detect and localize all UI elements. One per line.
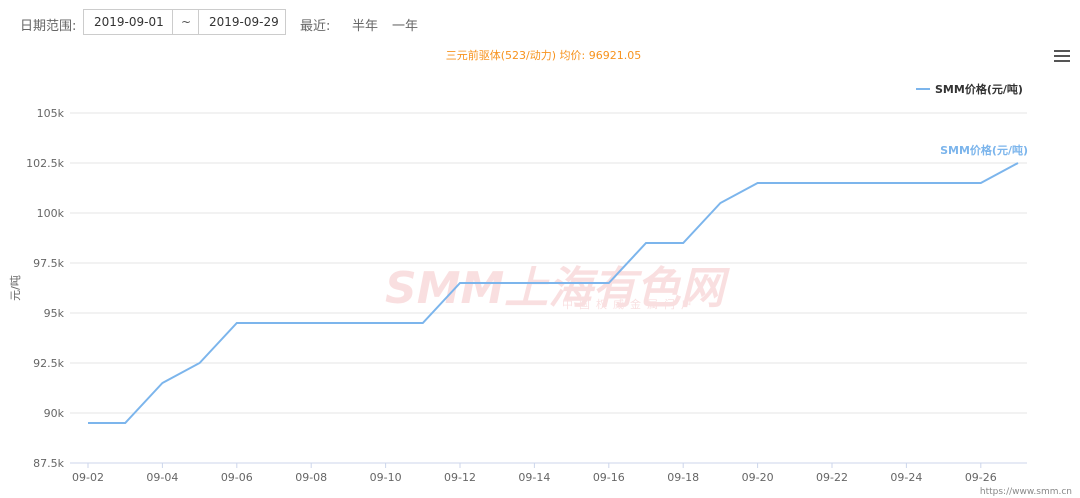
recent-label: 最近: bbox=[300, 19, 331, 34]
end-date-input[interactable]: 2019-09-29 bbox=[198, 9, 286, 35]
smm-watermark: SMM上海有色网 中国权威金属门户 bbox=[385, 263, 730, 314]
x-tick-label: 09-20 bbox=[742, 471, 774, 484]
series-line bbox=[88, 162, 1019, 424]
x-tick-label: 09-06 bbox=[221, 471, 253, 484]
x-tick-label: 09-04 bbox=[146, 471, 178, 484]
y-tick-label: 97.5k bbox=[33, 257, 64, 270]
half-year-link[interactable]: 半年 bbox=[352, 19, 379, 34]
y-tick-label: 90k bbox=[44, 407, 65, 420]
y-tick-label: 105k bbox=[37, 107, 65, 120]
x-tick-label: 09-14 bbox=[518, 471, 550, 484]
date-separator: ~ bbox=[173, 9, 199, 35]
watermark-logo: SMM上海有色网 bbox=[385, 263, 730, 314]
y-axis-title: 元/吨 bbox=[9, 275, 22, 301]
start-date-input[interactable]: 2019-09-01 bbox=[83, 9, 173, 35]
x-axis: 09-02 09-04 09-06 09-08 09-10 09-12 09-14 09-16… bbox=[72, 463, 997, 484]
x-tick-label: 09-22 bbox=[816, 471, 848, 484]
x-tick-label: 09-18 bbox=[667, 471, 699, 484]
x-tick-label: 09-10 bbox=[370, 471, 402, 484]
footer-url: https://www.smm.cn bbox=[980, 487, 1072, 497]
legend-item-label[interactable]: SMM价格(元/吨) bbox=[935, 82, 1023, 96]
chart-title: 三元前驱体(523/动力) 均价: 96921.05 bbox=[445, 49, 642, 62]
y-tick-label: 87.5k bbox=[33, 457, 64, 470]
watermark-subtext: 中国权威金属门户 bbox=[562, 297, 698, 311]
x-tick-label: 09-08 bbox=[295, 471, 327, 484]
x-tick-label: 09-02 bbox=[72, 471, 104, 484]
y-tick-label: 100k bbox=[37, 207, 65, 220]
y-tick-label: 95k bbox=[44, 307, 65, 320]
x-tick-label: 09-16 bbox=[593, 471, 625, 484]
y-axis: 87.5k 90k 92.5k 95k 97.5k 100k 102.5k 105k bbox=[26, 107, 64, 470]
x-tick-label: 09-26 bbox=[965, 471, 997, 484]
chart-menu-icon[interactable] bbox=[1054, 50, 1070, 64]
x-tick-label: 09-24 bbox=[890, 471, 922, 484]
series-end-label: SMM价格(元/吨) bbox=[940, 143, 1028, 157]
date-range-label: 日期范围: bbox=[20, 19, 77, 34]
chart-grid bbox=[70, 112, 1027, 464]
x-tick-label: 09-12 bbox=[444, 471, 476, 484]
y-tick-label: 102.5k bbox=[26, 157, 64, 170]
one-year-link[interactable]: 一年 bbox=[392, 19, 419, 34]
date-range-toolbar: 日期范围: 2019-09-01 ~ 2019-09-29 最近: 半年 一年 bbox=[0, 0, 1080, 44]
y-tick-label: 92.5k bbox=[33, 357, 64, 370]
legend[interactable]: SMM价格(元/吨) bbox=[916, 82, 1023, 96]
